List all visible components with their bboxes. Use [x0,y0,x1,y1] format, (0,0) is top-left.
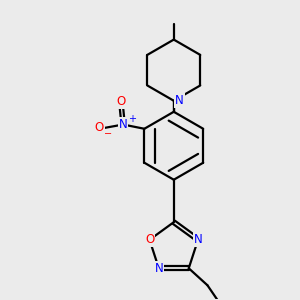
Text: O: O [117,95,126,108]
Text: O: O [145,233,154,246]
Text: N: N [175,94,184,107]
Text: N: N [119,118,128,131]
Text: O: O [95,122,104,134]
Text: −: − [104,129,112,139]
Text: N: N [194,233,202,246]
Text: +: + [128,114,136,124]
Text: N: N [154,262,163,275]
